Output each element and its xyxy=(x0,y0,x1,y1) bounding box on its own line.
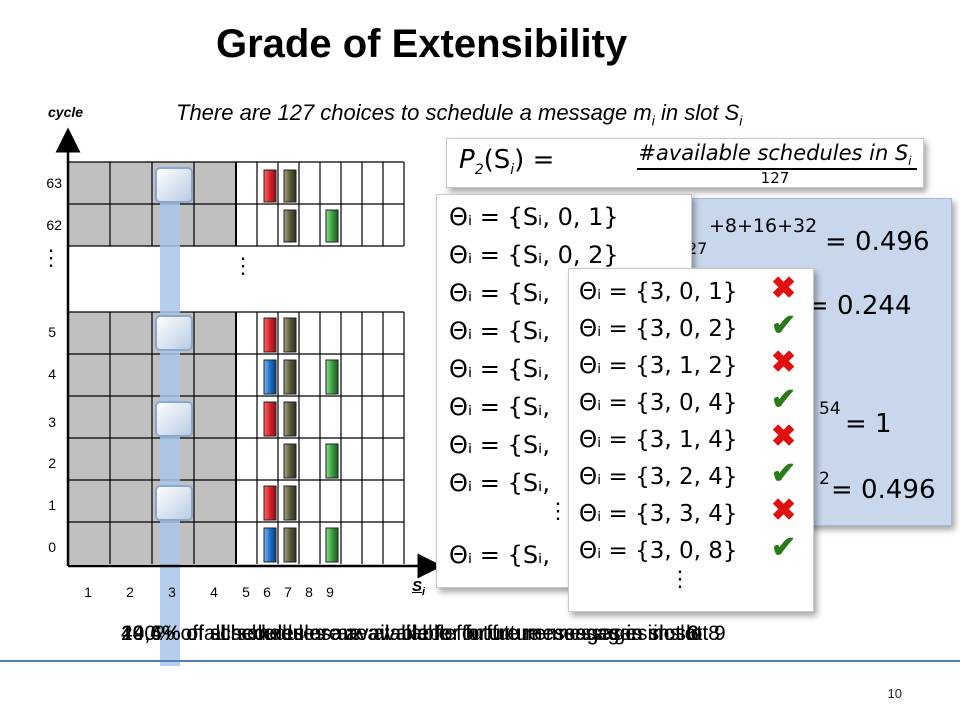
formula-numerator: #available schedules in Si xyxy=(635,141,915,168)
caption-4: 49,6% of all schedules are available for… xyxy=(121,622,726,645)
front-row-expr: Θᵢ = {3, 1, 4} xyxy=(579,427,738,453)
formula-numerator-sub: i xyxy=(908,154,912,169)
y-tick-62: 62 xyxy=(46,217,62,233)
y-ellipsis: ⋮ xyxy=(40,245,62,270)
formula-p: P xyxy=(459,145,475,175)
mid-row: Θᵢ = {Sᵢ, xyxy=(449,317,550,345)
front-row-expr: Θᵢ = {3, 1, 2} xyxy=(579,353,738,379)
front-row-expr: Θᵢ = {3, 3, 4} xyxy=(579,501,738,527)
mid-row: Θᵢ = {Sᵢ, xyxy=(449,355,550,383)
y-tick-4: 4 xyxy=(48,366,56,382)
prob-value-1: = 0.496 xyxy=(825,227,930,257)
mid-ellipsis: ⋮ xyxy=(547,498,569,523)
formula-fraction-bar xyxy=(637,168,917,170)
x-tick-8: 8 xyxy=(305,584,313,600)
prob-frag-4: 2 xyxy=(819,469,830,489)
subtitle-sub-2: i xyxy=(739,112,743,129)
prob-frag-3: 54 xyxy=(819,399,841,419)
front-row-expr: Θᵢ = {3, 0, 2} xyxy=(579,316,738,342)
grid-lower xyxy=(68,311,405,564)
x-tick-1: 1 xyxy=(84,584,92,600)
cross-icon: ✖ xyxy=(771,494,797,527)
y-tick-1: 1 xyxy=(48,497,56,513)
prob-value-4: = 0.496 xyxy=(831,475,936,505)
mid-row: Θᵢ = {Sᵢ, 0, 1} xyxy=(449,203,619,231)
cross-icon: ✖ xyxy=(771,346,797,379)
y-axis-title: cycle xyxy=(48,104,84,120)
formula-numerator-text: #available schedules in S xyxy=(638,141,909,165)
front-row-expr: Θᵢ = {3, 0, 8} xyxy=(579,538,738,564)
front-ellipsis: ⋮ xyxy=(669,566,691,591)
caption-3: 100% of all schedules are available for … xyxy=(121,622,720,645)
x-axis-title-sub: i xyxy=(422,586,426,598)
y-tick-63: 63 xyxy=(46,175,62,191)
check-icon: ✔ xyxy=(771,309,797,342)
mid-row: Θᵢ = {Sᵢ, xyxy=(449,393,550,421)
x-tick-5: 5 xyxy=(242,584,250,600)
formula-arg-sub: i xyxy=(510,162,515,179)
y-tick-3: 3 xyxy=(48,414,56,430)
front-row-expr: Θᵢ = {3, 2, 4} xyxy=(579,464,738,490)
caption-stack: 49,6% of schedules are available for fut… xyxy=(121,622,921,652)
x-tick-2: 2 xyxy=(126,584,134,600)
check-icon: ✔ xyxy=(771,457,797,490)
formula-lhs: P2(Si) = xyxy=(459,145,554,178)
slot3-messages xyxy=(155,167,193,521)
mid-row: Θᵢ = {Sᵢ, xyxy=(449,431,550,459)
prob-frag-1: +8+16+32 xyxy=(709,215,818,237)
mid-row: Θᵢ = {Sᵢ, xyxy=(449,469,550,497)
page-number: 10 xyxy=(887,686,902,701)
y-tick-5: 5 xyxy=(48,324,56,340)
front-row-expr: Θᵢ = {3, 0, 1} xyxy=(579,279,738,305)
minislot-messages xyxy=(263,169,339,563)
front-row-expr: Θᵢ = {3, 0, 4} xyxy=(579,390,738,416)
mid-row: Θᵢ = {Sᵢ, xyxy=(449,279,550,307)
x-tick-6: 6 xyxy=(263,584,271,600)
y-tick-0: 0 xyxy=(48,539,56,555)
caption-2: 24,4% of schedules are available for fut… xyxy=(121,622,699,645)
x-axis-title: Si xyxy=(412,578,425,598)
slot3-schedule-card: Θᵢ = {3, 0, 1} ✖ Θᵢ = {3, 0, 2} ✔ Θᵢ = {3, 1… xyxy=(568,268,814,612)
formula-p-sub: 2 xyxy=(474,162,484,179)
mid-row: Θᵢ = {Sᵢ, 0, 2} xyxy=(449,241,619,269)
prob-frag-1b: 27 xyxy=(687,239,708,258)
check-icon: ✔ xyxy=(771,531,797,564)
prob-value-3: = 1 xyxy=(845,409,892,439)
cross-icon: ✖ xyxy=(771,272,797,305)
formula-eq: ) = xyxy=(514,145,555,175)
x-tick-7: 7 xyxy=(284,584,292,600)
cross-icon: ✖ xyxy=(771,420,797,453)
formula-card: P2(Si) = #available schedules in Si 127 xyxy=(446,138,924,188)
subtitle: There are 127 choices to schedule a mess… xyxy=(176,100,742,128)
probability-card: +8+16+32 27 = 0.496 = 0.244 54 = 1 2 = 0… xyxy=(686,198,952,526)
subtitle-sub: i xyxy=(651,112,655,129)
subtitle-text-2: in slot S xyxy=(654,100,740,125)
x-tick-3: 3 xyxy=(168,584,176,600)
x-tick-4: 4 xyxy=(210,584,218,600)
x-tick-9: 9 xyxy=(326,584,334,600)
mid-last-row: Θᵢ = {Sᵢ, xyxy=(449,541,550,569)
slide-title: Grade of Extensibility xyxy=(216,22,628,66)
caption-1: 49,6% of schedules are available for fut… xyxy=(121,622,699,645)
check-icon: ✔ xyxy=(771,383,797,416)
x-axis-title-text: S xyxy=(412,578,423,595)
footer-rule xyxy=(0,660,960,662)
prob-value-2: = 0.244 xyxy=(807,291,912,321)
subtitle-text: There are 127 choices to schedule a mess… xyxy=(176,100,652,125)
grid-upper xyxy=(68,161,405,247)
y-tick-2: 2 xyxy=(48,455,56,471)
grid-ellipsis: ⋮ xyxy=(232,253,254,278)
formula-denominator: 127 xyxy=(760,169,790,187)
formula-arg: (S xyxy=(483,145,511,175)
